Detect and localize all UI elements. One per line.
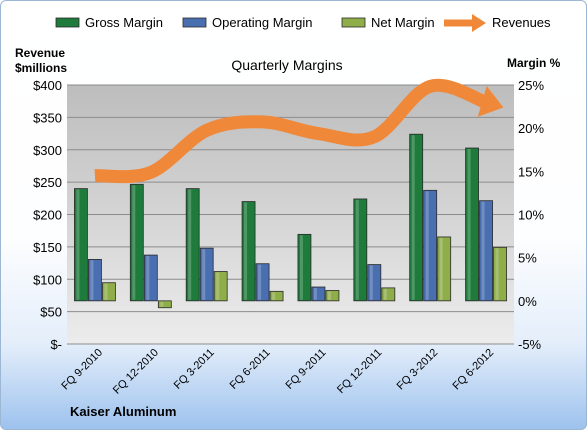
bars: [74, 133, 507, 309]
bar-highlight: [369, 265, 373, 300]
bar-operating-margin: [88, 258, 102, 302]
right-axis-title: Margin %: [507, 56, 561, 70]
bar-operating-margin: [199, 247, 214, 302]
left-tick-label: $-: [50, 337, 62, 352]
right-tick-label: 15%: [518, 164, 544, 179]
legend-label: Operating Margin: [212, 15, 312, 30]
bar-highlight: [188, 189, 192, 300]
bar-net-margin: [325, 290, 340, 302]
bar-highlight: [132, 185, 136, 300]
bar-gross-margin: [185, 188, 200, 302]
left-tick-label: $100: [33, 272, 62, 287]
bar-gross-margin: [297, 233, 312, 302]
bar-highlight: [202, 249, 206, 300]
bar-highlight: [495, 248, 499, 300]
legend-label: Gross Margin: [85, 15, 163, 30]
bar-highlight: [439, 237, 443, 300]
category-label: FQ 6-2012: [451, 347, 497, 393]
category-label: FQ 9-2011: [283, 347, 328, 392]
legend-swatch-arrow: [472, 14, 486, 32]
bar-operating-margin: [143, 254, 158, 302]
bar-highlight: [299, 235, 303, 300]
left-axis-title-line2: $millions: [15, 61, 67, 75]
left-tick-label: $200: [33, 208, 62, 223]
bar-highlight: [425, 191, 429, 300]
category-label: FQ 12-2011: [335, 347, 384, 396]
category-label: FQ 6-2011: [228, 347, 273, 392]
right-tick-label: 25%: [518, 78, 544, 93]
bar-operating-margin: [367, 264, 382, 302]
bar-net-margin: [213, 271, 228, 302]
bar-highlight: [160, 301, 164, 307]
left-tick-label: $50: [40, 305, 62, 320]
bar-highlight: [258, 264, 262, 300]
bar-highlight: [327, 291, 331, 300]
left-tick-label: $400: [33, 78, 62, 93]
bar-highlight: [467, 149, 471, 300]
chart-title: Quarterly Margins: [231, 57, 342, 73]
bar-highlight: [146, 256, 150, 300]
bar-net-margin: [437, 236, 452, 302]
bar-highlight: [216, 272, 220, 300]
legend-swatch: [55, 17, 80, 28]
bar-operating-margin: [423, 189, 438, 302]
bar-highlight: [481, 201, 485, 300]
revenue-line: [94, 78, 504, 184]
right-tick-label: 0%: [518, 294, 537, 309]
bar-highlight: [104, 283, 108, 300]
legend-label: Revenues: [492, 15, 551, 30]
bar-gross-margin: [129, 183, 144, 302]
legend-swatch: [182, 17, 207, 28]
category-label: FQ 3-2012: [395, 347, 441, 393]
category-label: FQ 12-2010: [111, 347, 161, 397]
bar-highlight: [411, 135, 415, 300]
bar-highlight: [313, 288, 317, 300]
bar-highlight: [355, 199, 359, 300]
bar-highlight: [383, 288, 387, 300]
bar-net-margin: [381, 287, 396, 302]
category-label: FQ 9-2010: [59, 347, 105, 393]
bar-net-margin: [493, 246, 507, 302]
right-tick-label: 10%: [518, 208, 544, 223]
legend-label: Net Margin: [371, 15, 435, 30]
bar-gross-margin: [241, 201, 256, 302]
revenues-arrowhead: [477, 86, 504, 117]
bar-highlight: [90, 260, 94, 300]
company-name: Kaiser Aluminum: [70, 404, 176, 419]
revenues-line: [94, 78, 489, 184]
bar-gross-margin: [465, 147, 479, 302]
legend: Gross Margin Operating Margin Net Margin Re…: [55, 14, 551, 32]
left-tick-label: $300: [33, 143, 62, 158]
bar-gross-margin: [409, 133, 424, 302]
bar-highlight: [244, 202, 248, 300]
bar-highlight: [76, 189, 80, 300]
bar-gross-margin: [74, 188, 88, 302]
left-tick-label: $350: [33, 110, 62, 125]
bar-operating-margin: [311, 286, 326, 302]
bar-gross-margin: [353, 198, 368, 302]
bar-net-margin: [269, 290, 284, 302]
bar-operating-margin: [479, 200, 493, 302]
left-tick-label: $150: [33, 240, 62, 255]
right-tick-label: 5%: [518, 251, 537, 266]
bar-highlight: [272, 292, 276, 300]
left-axis-title-line1: Revenue: [15, 46, 65, 60]
left-tick-label: $250: [33, 175, 62, 190]
right-tick-label: 20%: [518, 121, 544, 136]
bar-operating-margin: [255, 263, 270, 302]
legend-swatch: [341, 17, 366, 28]
category-label: FQ 3-2011: [172, 347, 217, 392]
bar-net-margin: [157, 300, 172, 309]
right-axis-ticks: -5% 0% 5% 10% 15% 20% 25%: [518, 78, 544, 352]
right-tick-label: -5%: [518, 337, 542, 352]
left-axis-ticks: $- $50 $100 $150 $200 $250 $300 $350 $400: [33, 78, 62, 352]
bar-net-margin: [102, 282, 116, 302]
category-labels: FQ 9-2010 FQ 12-2010 FQ 3-2011 FQ 6-2011 FQ …: [59, 347, 496, 397]
